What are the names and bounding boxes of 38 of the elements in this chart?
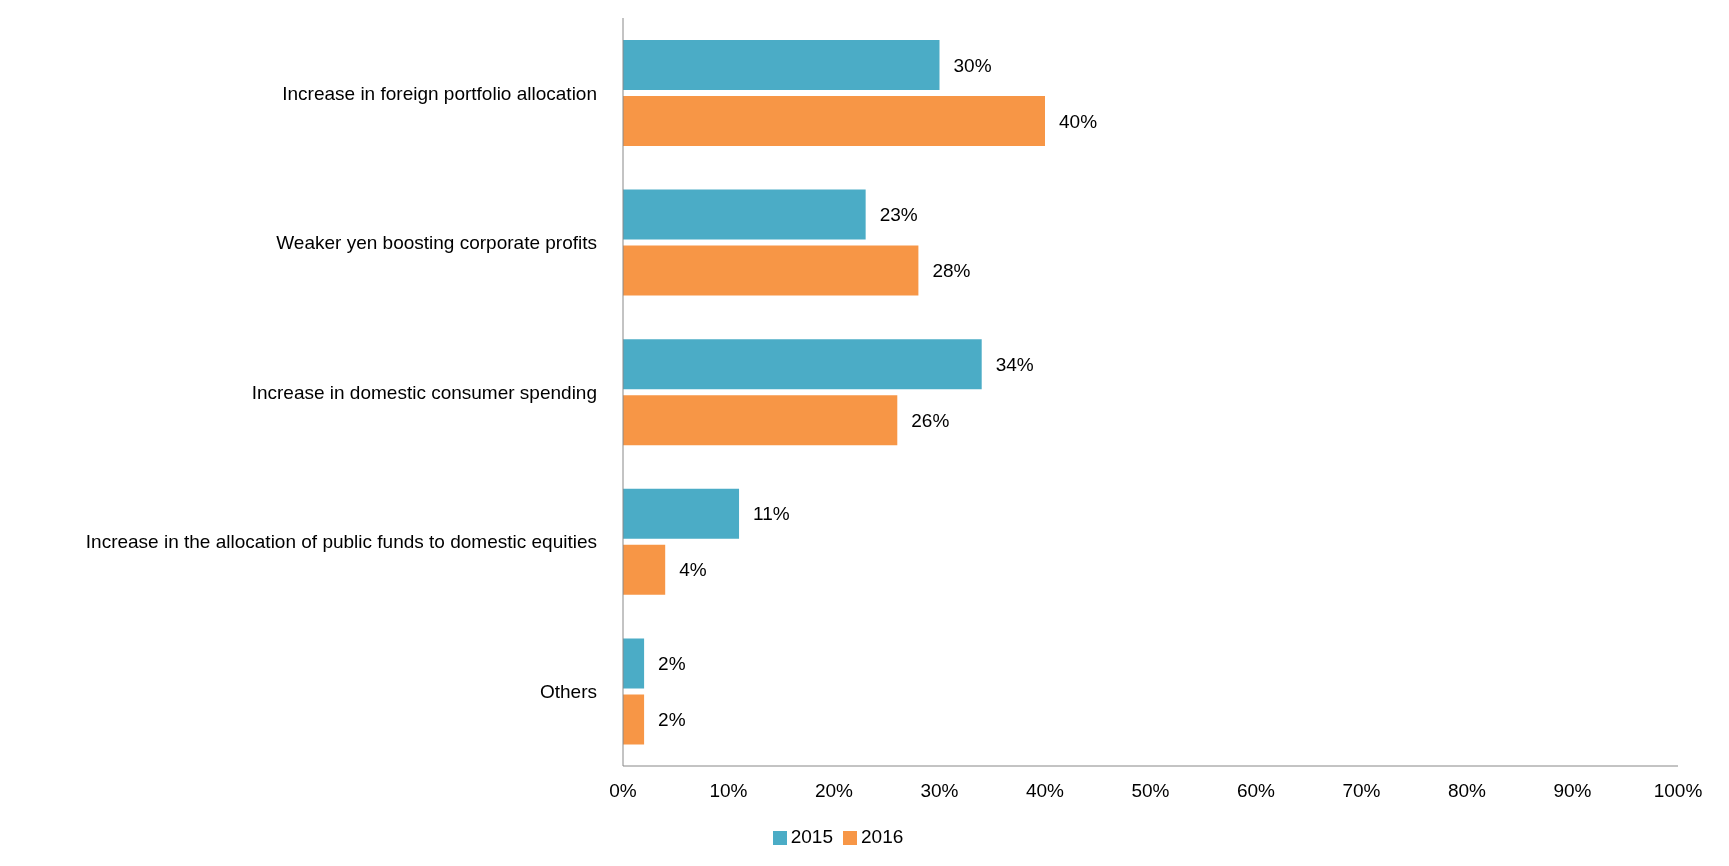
data-label: 34% (995, 353, 1034, 375)
y-tick-label: Increase in domestic consumer spending (251, 381, 597, 403)
x-tick-label: 50% (1131, 780, 1170, 802)
x-tick-label: 20% (814, 780, 854, 802)
data-label: 4% (679, 559, 707, 581)
data-label: 28% (932, 260, 971, 282)
x-tick-label: 100% (1653, 780, 1703, 802)
x-tick-label: 30% (920, 780, 959, 802)
bar (623, 544, 666, 595)
data-label: 23% (879, 204, 918, 226)
x-tick-label: 40% (1025, 780, 1065, 802)
data-label: 40% (1059, 110, 1098, 132)
y-tick-label: Increase in the allocation of public funds to domestic equities (85, 531, 597, 553)
y-tick-label: Others (539, 680, 597, 702)
x-tick-label: 70% (1342, 780, 1381, 802)
x-tick-label: 0% (609, 780, 637, 802)
y-tick-label: Increase in foreign portfolio allocation (282, 82, 597, 104)
data-label: 2% (658, 652, 686, 674)
legend-label: 2016 (861, 826, 904, 847)
bar (623, 96, 1045, 146)
data-label: 11% (753, 503, 790, 525)
bar (623, 395, 898, 446)
data-label: 26% (911, 409, 950, 431)
bar (623, 488, 740, 539)
x-tick-label: 90% (1553, 780, 1592, 802)
x-tick-label: 80% (1447, 780, 1487, 802)
x-tick-label: 10% (709, 780, 748, 802)
bar (623, 40, 940, 90)
bar (623, 638, 645, 689)
data-label: 30% (953, 54, 992, 76)
bar (623, 189, 866, 240)
bar (623, 245, 919, 296)
bar (623, 339, 982, 390)
bar (623, 694, 645, 745)
legend-label: 2015 (790, 826, 833, 847)
x-tick-label: 60% (1236, 780, 1276, 802)
y-tick-label: Weaker yen boosting corporate profits (276, 232, 597, 254)
data-label: 2% (658, 708, 686, 730)
